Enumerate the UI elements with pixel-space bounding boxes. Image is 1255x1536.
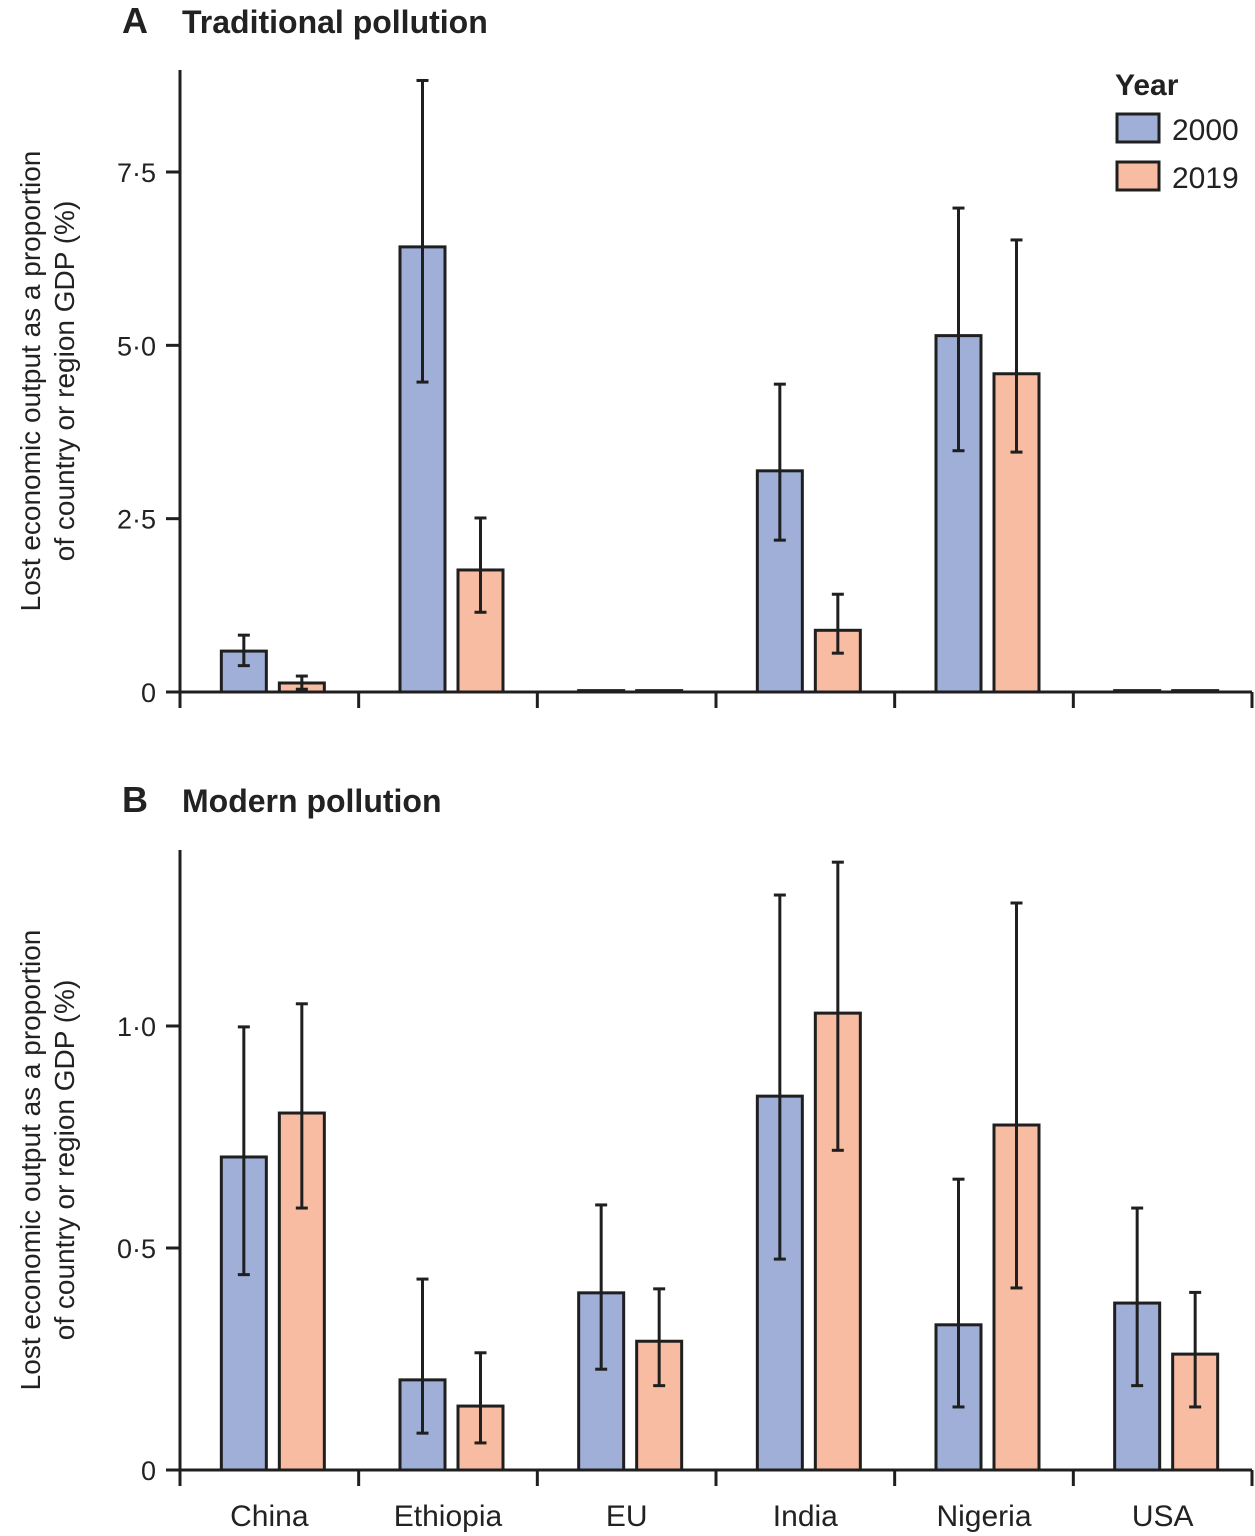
panel-b-label: B [122, 779, 148, 820]
y-tick-label: 0 [141, 678, 156, 708]
x-tick-label: Ethiopia [394, 1500, 503, 1533]
bar-2000 [577, 689, 626, 694]
panel-a-title: Traditional pollution [182, 4, 488, 40]
panel-b-plot: 0 0·5 1·0 China Ethiopia EU India Nigeria USA [117, 850, 1254, 1533]
panel-a-ylabel-line1: Lost economic output as a proportion [15, 151, 46, 612]
panel-a-plot: 0 2·5 5·0 7·5 [117, 70, 1254, 708]
x-tick-label: USA [1132, 1500, 1194, 1533]
y-tick-label: 5·0 [117, 331, 156, 361]
panel-b-title: Modern pollution [182, 783, 442, 819]
panel-a-ylabel-line2: of country or region GDP (%) [49, 201, 80, 562]
legend-label-2000: 2000 [1172, 114, 1239, 147]
legend-swatch-2000 [1115, 112, 1161, 144]
x-tick-label: India [773, 1500, 838, 1533]
panel-b-ylabel-line1: Lost economic output as a proportion [15, 930, 46, 1391]
legend-label-2019: 2019 [1172, 162, 1239, 195]
bar-2000 [1113, 689, 1162, 694]
y-tick-label: 7·5 [117, 158, 156, 188]
x-tick-label: EU [606, 1500, 648, 1533]
y-tick-label: 0 [141, 1456, 156, 1486]
bar-2019 [635, 689, 684, 694]
panel-b-ylabel-line2: of country or region GDP (%) [49, 980, 80, 1341]
bar-2000 [219, 649, 268, 694]
panel-a: A Traditional pollution Lost economic ou… [15, 0, 1254, 708]
y-tick-label: 1·0 [117, 1012, 156, 1042]
y-tick-label: 0·5 [117, 1234, 156, 1264]
legend-swatch-2019 [1115, 160, 1161, 192]
x-tick-label: Nigeria [936, 1500, 1031, 1533]
legend: Year 2000 2019 [1115, 69, 1239, 195]
panel-a-label: A [122, 0, 148, 41]
x-tick-label: China [230, 1500, 309, 1533]
panel-b: B Modern pollution Lost economic output … [15, 779, 1254, 1533]
legend-title: Year [1115, 69, 1179, 102]
y-tick-label: 2·5 [117, 505, 156, 535]
bar-2000 [755, 1094, 804, 1472]
bar-2019 [1171, 689, 1220, 694]
